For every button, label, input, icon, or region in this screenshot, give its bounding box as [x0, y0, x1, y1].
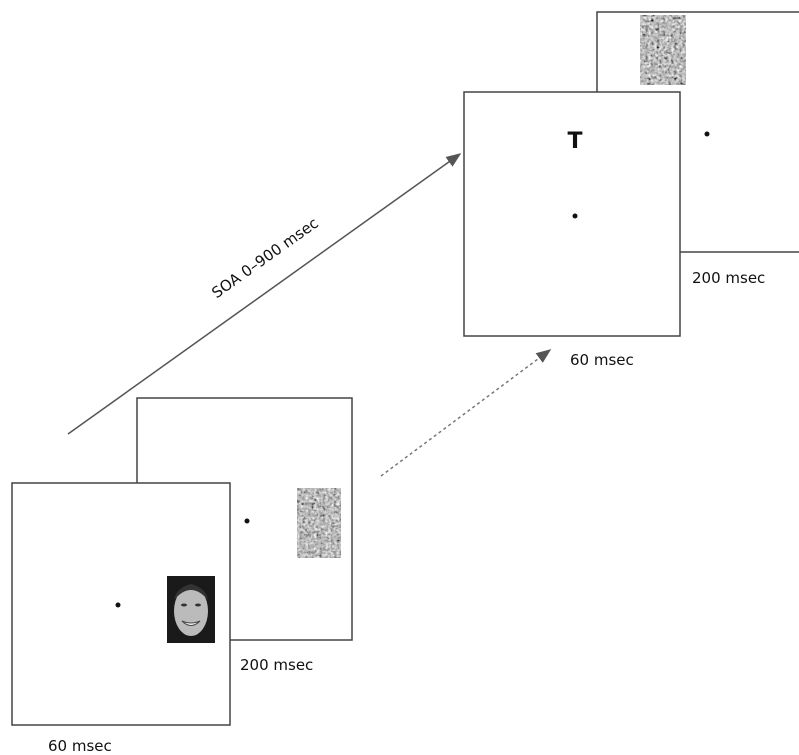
target-letter: T — [567, 129, 582, 154]
fixation-dot — [115, 602, 121, 608]
noise-mask — [297, 488, 341, 558]
fixation-dot — [244, 518, 250, 524]
frame-label: 200 msec — [240, 656, 313, 674]
face-image — [167, 576, 215, 643]
dashed-arrow — [380, 349, 552, 477]
frame-label: 60 msec — [570, 351, 634, 369]
frame-label: 200 msec — [692, 269, 765, 287]
noise-mask — [640, 15, 686, 85]
soa-arrow — [67, 153, 462, 435]
frame-label: 60 msec — [48, 737, 112, 755]
fixation-dot — [704, 131, 710, 137]
fixation-dot — [572, 213, 578, 219]
frame — [463, 91, 681, 337]
soa-label: SOA 0–900 msec — [208, 214, 321, 302]
